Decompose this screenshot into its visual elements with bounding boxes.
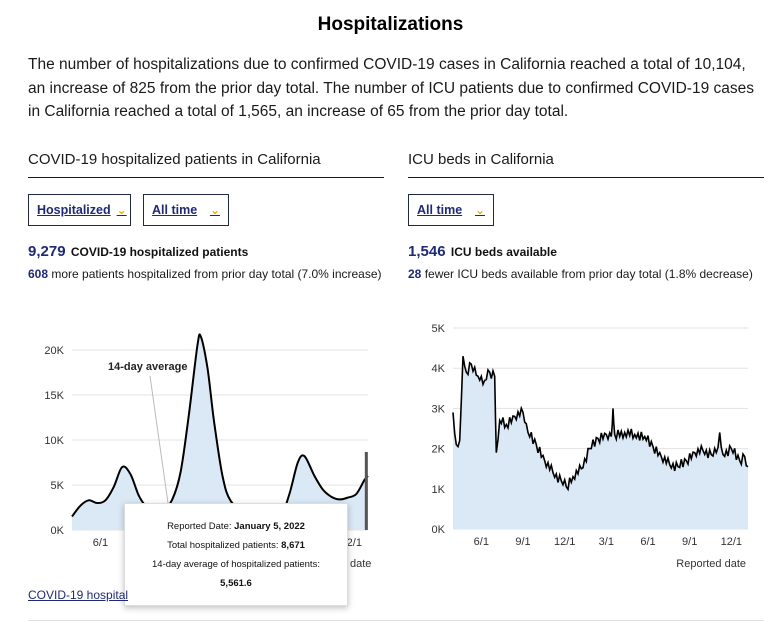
hovered-date-bar <box>364 451 368 530</box>
y-tick-label: 5K <box>432 323 446 335</box>
hospitalized-change: 608 more patients hospitalized from prio… <box>28 267 382 281</box>
y-tick-label: 20K <box>44 345 64 357</box>
metric-dropdown[interactable]: Hospitalized ⌄ <box>28 194 131 226</box>
icu-stat-value: 1,546 <box>408 243 446 260</box>
y-tick-label: 0K <box>51 525 65 537</box>
y-tick-label: 2K <box>432 444 446 456</box>
hospitalized-stat-label: COVID-19 hospitalized patients <box>70 245 249 259</box>
x-tick-label: 9/1 <box>682 536 697 548</box>
x-tick-label: 6/1 <box>93 537 108 549</box>
range-dropdown-right[interactable]: All time ⌄ <box>408 194 494 226</box>
y-tick-label: 15K <box>44 390 64 402</box>
hospitalized-section-title: COVID-19 hospitalized patients in Califo… <box>28 151 384 178</box>
hospitalized-data-link[interactable]: COVID-19 hospital <box>28 588 129 602</box>
x-tick-label: 12/1 <box>554 536 575 548</box>
metric-dropdown-label: Hospitalized <box>37 203 111 217</box>
icu-stat-label: ICU beds available <box>450 245 557 259</box>
x-tick-label: 6/1 <box>640 536 655 548</box>
annotation-label: 14-day average <box>108 361 188 373</box>
hospitalized-change-text: more patients hospitalized from prior da… <box>51 267 382 281</box>
x-axis-label: date <box>350 558 371 570</box>
annotation-leader-line <box>149 375 169 504</box>
y-tick-label: 5K <box>51 480 65 492</box>
tooltip-date-label: Reported Date: <box>167 521 232 532</box>
range-dropdown-left[interactable]: All time ⌄ <box>143 194 229 226</box>
icu-line <box>452 355 749 492</box>
icu-change-text: fewer ICU beds available from prior day … <box>424 267 753 281</box>
y-tick-label: 1K <box>432 484 446 496</box>
tooltip-avg-value: 5,561.6 <box>220 578 252 589</box>
hospitalized-stat: 9,279 COVID-19 hospitalized patients <box>28 243 248 260</box>
x-tick-label: 9/1 <box>515 536 530 548</box>
chart-tooltip: Reported Date: January 5, 2022 Total hos… <box>124 503 348 606</box>
x-axis-label: Reported date <box>676 558 746 570</box>
x-tick-label: 3/1 <box>599 536 614 548</box>
icu-chart[interactable]: 0K 1K 2K 3K 4K 5K 6/1 9/1 12/1 3/1 6/1 9/1 12/1 Rep… <box>408 315 758 575</box>
range-dropdown-left-label: All time <box>152 203 198 217</box>
range-dropdown-right-label: All time <box>417 203 463 217</box>
y-tick-label: 0K <box>432 524 446 536</box>
icu-change: 28 fewer ICU beds available from prior d… <box>408 267 753 281</box>
icu-stat: 1,546 ICU beds available <box>408 243 557 260</box>
hospitalized-stat-value: 9,279 <box>28 243 66 260</box>
tooltip-avg-label: 14-day average of hospitalized patients: <box>152 559 320 570</box>
y-tick-label: 4K <box>432 363 446 375</box>
hospitalized-area <box>72 334 368 530</box>
y-tick-label: 10K <box>44 435 64 447</box>
tooltip-total-value: 8,671 <box>281 540 305 551</box>
chevron-down-icon: ⌄ <box>116 203 127 217</box>
chevron-down-icon: ⌄ <box>209 203 220 217</box>
chevron-down-icon: ⌄ <box>474 203 485 217</box>
tooltip-date-value: January 5, 2022 <box>234 521 305 532</box>
bottom-divider <box>28 620 764 621</box>
icu-section-title: ICU beds in California <box>408 151 764 178</box>
hospitalized-line <box>71 333 369 520</box>
intro-paragraph: The number of hospitalizations due to co… <box>28 56 754 120</box>
page-title: Hospitalizations <box>317 14 464 35</box>
hospitalized-change-value: 608 <box>28 267 49 281</box>
y-tick-label: 3K <box>432 403 446 415</box>
icu-change-value: 28 <box>408 267 422 281</box>
x-tick-label: 6/1 <box>474 536 489 548</box>
tooltip-total-label: Total hospitalized patients: <box>167 540 279 551</box>
x-tick-label: 12/1 <box>721 536 742 548</box>
